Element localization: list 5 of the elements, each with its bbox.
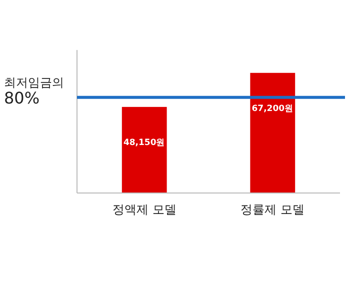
data-label: 67,200원 <box>252 104 294 114</box>
x-tick-label: 정률제 모델 <box>240 202 305 217</box>
ref-line-label: 최저임금의 80% <box>4 75 64 108</box>
x-tick-label: 정액제 모델 <box>112 202 176 217</box>
data-label: 48,150원 <box>123 138 166 148</box>
